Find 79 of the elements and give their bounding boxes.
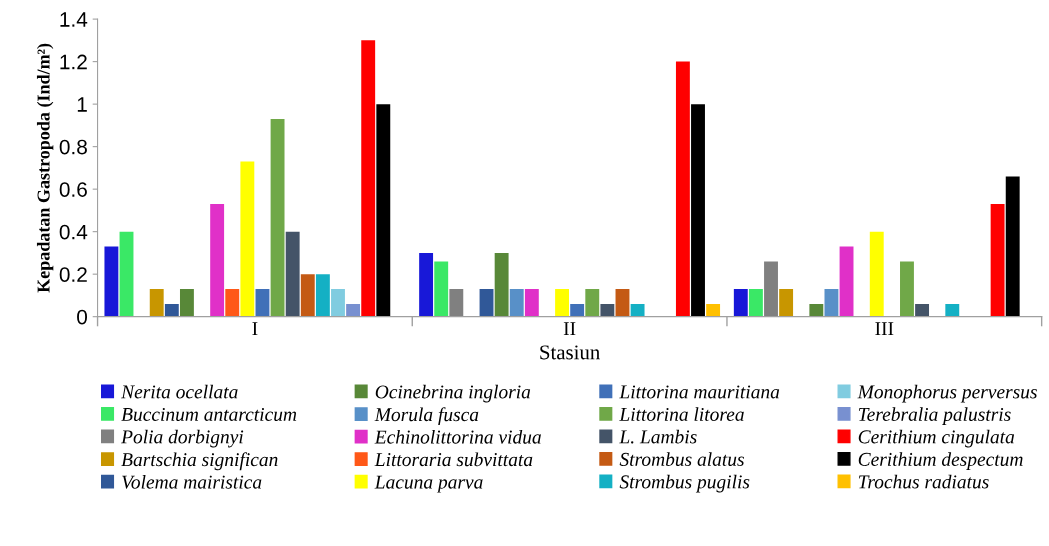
bar (479, 289, 494, 317)
bar (555, 289, 569, 317)
bar (376, 104, 391, 317)
y-axis-title: Kepadatan Gastropoda (Ind/m²) (36, 43, 54, 293)
y-tick-label: 0.6 (59, 182, 87, 197)
bar (779, 289, 794, 317)
bar (225, 289, 240, 317)
bar (915, 303, 930, 317)
bar (824, 289, 839, 317)
bar (361, 40, 376, 317)
bar (733, 289, 748, 317)
bar (809, 303, 824, 317)
bar (315, 274, 330, 317)
legend-label: L. Lambis (619, 429, 697, 444)
legend-label: Buccinum antarcticum (121, 407, 297, 421)
bar (240, 161, 255, 317)
bar (630, 303, 645, 317)
y-tick-label: 1 (77, 97, 87, 112)
bar (210, 204, 225, 317)
legend-label: Cerithium cingulata (858, 429, 1015, 448)
legend-label: Trochus radiatus (858, 474, 989, 489)
bar (449, 289, 464, 317)
legend-label: Lacuna parva (374, 475, 483, 493)
legend-label: Polia dorbignyi (121, 429, 244, 448)
y-tick-label: 0.8 (59, 139, 87, 155)
x-tick-label: I (252, 322, 258, 336)
legend-label: Monophorus perversus (857, 384, 1037, 403)
bar (706, 303, 721, 317)
legend-label: Morula fusca (374, 407, 479, 426)
legend-label: Nerita ocellata (121, 384, 238, 399)
x-axis-title: Stasiun (540, 345, 600, 360)
bar (164, 303, 179, 317)
legend-label: Cerithium despectum (858, 452, 1023, 470)
legend-label: Volema mairistica (122, 475, 262, 489)
bar (509, 289, 524, 317)
bar (585, 289, 600, 317)
legend-label: Bartschia significan (121, 452, 278, 471)
bar (494, 252, 509, 317)
bar (419, 252, 434, 317)
y-tick-label: 0 (77, 309, 88, 325)
bar (1005, 176, 1020, 317)
bar (900, 261, 914, 317)
bar (149, 289, 164, 317)
bar (255, 289, 270, 317)
bar (270, 119, 285, 317)
bar (764, 261, 778, 317)
legend-label: Strombus alatus (619, 452, 744, 466)
bar (615, 289, 630, 317)
legend-label: Strombus pugilis (619, 474, 750, 493)
x-tick-label: III (875, 322, 894, 336)
legend-label: Littoraria subvittata (374, 452, 533, 467)
bar (570, 303, 585, 317)
x-tick-label: II (563, 322, 576, 336)
bar (300, 274, 315, 317)
legend-label: Echinolittorina vidua (374, 429, 541, 444)
y-tick-label: 0.4 (59, 224, 88, 240)
legend-label: Terebralia palustris (858, 407, 1011, 425)
bar (748, 289, 763, 317)
bar (691, 104, 705, 317)
bar (179, 289, 194, 317)
y-tick-label: 0.2 (59, 267, 87, 282)
bar (869, 231, 884, 317)
y-tick-label: 1.2 (60, 54, 87, 70)
bar (839, 246, 854, 317)
bar (346, 303, 361, 317)
bar (675, 61, 690, 317)
legend-label: Littorina mauritiana (619, 385, 780, 399)
bar (600, 303, 615, 317)
bar (285, 231, 300, 317)
bar (119, 231, 134, 317)
bar (524, 289, 539, 317)
bar (434, 261, 449, 317)
legend-label: Littorina litorea (619, 407, 744, 421)
bar (104, 246, 119, 317)
bar (990, 204, 1005, 317)
y-tick-label: 1.4 (60, 12, 88, 27)
bar (945, 303, 960, 317)
legend-label: Ocinebrina ingloria (375, 384, 531, 403)
bar (331, 289, 345, 317)
